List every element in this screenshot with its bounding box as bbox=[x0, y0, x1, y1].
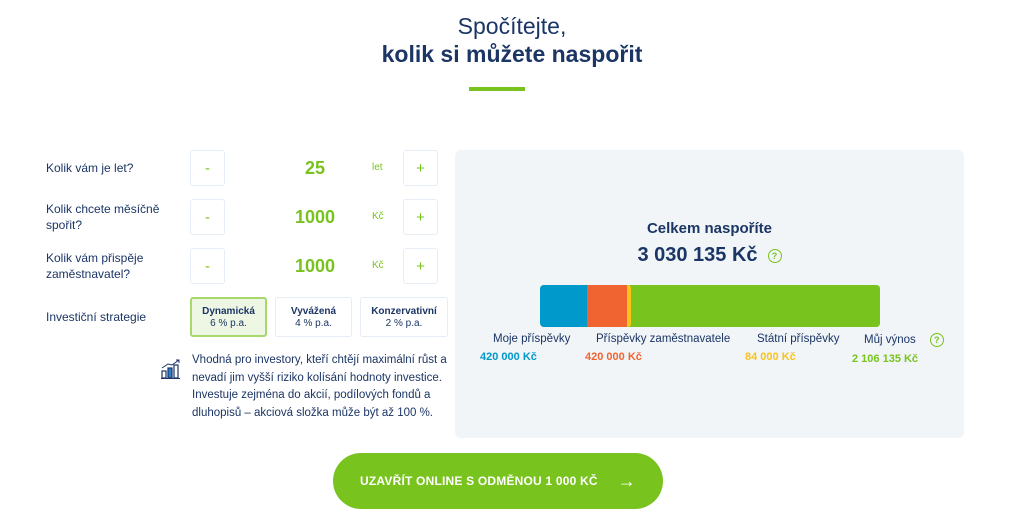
strategy-dynamicka[interactable]: Dynamická 6 % p.a. bbox=[190, 297, 267, 337]
yield-help-icon[interactable]: ? bbox=[929, 333, 944, 347]
strategy-konzervativni[interactable]: Konzervativní 2 % p.a. bbox=[360, 297, 448, 337]
age-value[interactable]: 25 bbox=[304, 158, 326, 178]
savings-bar bbox=[540, 285, 880, 327]
age-plus-button[interactable]: + bbox=[403, 150, 438, 186]
monthly-unit: Kč bbox=[372, 211, 384, 222]
age-row: Kolik vám je let? bbox=[46, 150, 190, 186]
bar-segment-state bbox=[627, 285, 631, 327]
age-label: Kolik vám je let? bbox=[46, 161, 134, 175]
monthly-row: Kolik chcete měsíčně spořit? bbox=[46, 199, 190, 235]
legend-state: Státní příspěvky 84 000 Kč bbox=[745, 333, 840, 363]
monthly-label: Kolik chcete měsíčně spořit? bbox=[46, 202, 160, 232]
legend-my-contributions: Moje příspěvky 420 000 Kč bbox=[480, 333, 571, 363]
bar-segment-yield bbox=[631, 285, 880, 327]
result-panel: Celkem naspoříte 3 030 135 Kč ? Moje pří… bbox=[455, 150, 964, 438]
monthly-plus-button[interactable]: + bbox=[403, 199, 438, 235]
strategy-row: Investiční strategie bbox=[46, 297, 190, 337]
employer-stepper: - 1000 Kč + bbox=[190, 248, 439, 284]
monthly-value[interactable]: 1000 bbox=[294, 207, 336, 227]
legend-yield: Můj výnos ? 2 106 135 Kč bbox=[852, 333, 944, 365]
strategy-description-text: Vhodná pro investory, kteří chtějí maxim… bbox=[192, 354, 447, 419]
chart-growth-icon bbox=[160, 358, 182, 380]
arrow-right-icon: → bbox=[617, 470, 636, 491]
close-online-button[interactable]: UZAVŘÍT ONLINE S ODMĚNOU 1 000 KČ → bbox=[333, 453, 663, 509]
employer-label: Kolik vám přispěje zaměstnavatel? bbox=[46, 251, 144, 281]
strategy-description: Vhodná pro investory, kteří chtějí maxim… bbox=[160, 352, 454, 422]
employer-unit: Kč bbox=[372, 260, 384, 271]
legend-employer: Příspěvky zaměstnavatele 420 000 Kč bbox=[585, 333, 731, 363]
age-minus-button[interactable]: - bbox=[190, 150, 225, 186]
employer-plus-button[interactable]: + bbox=[403, 248, 438, 284]
age-stepper: - 25 let + bbox=[190, 150, 439, 186]
result-total: 3 030 135 Kč ? bbox=[455, 244, 964, 267]
bar-segment-employer bbox=[587, 285, 629, 327]
page-title: Spočítejte, kolik si můžete naspořit bbox=[381, 13, 643, 67]
strategy-vyvazena[interactable]: Vyvážená 4 % p.a. bbox=[275, 297, 352, 337]
result-title: Celkem naspoříte bbox=[646, 220, 773, 237]
employer-row: Kolik vám přispěje zaměstnavatel? bbox=[46, 248, 190, 284]
monthly-stepper: - 1000 Kč + bbox=[190, 199, 439, 235]
strategy-label: Investiční strategie bbox=[46, 310, 147, 324]
strategy-options: Dynamická 6 % p.a. Vyvážená 4 % p.a. Kon… bbox=[190, 297, 448, 337]
help-icon[interactable]: ? bbox=[767, 248, 782, 263]
employer-minus-button[interactable]: - bbox=[190, 248, 225, 284]
result-total-value: 3 030 135 Kč bbox=[637, 244, 758, 266]
bar-segment-my-contributions bbox=[540, 285, 587, 327]
monthly-minus-button[interactable]: - bbox=[190, 199, 225, 235]
title-underline bbox=[469, 87, 525, 91]
age-unit: let bbox=[372, 162, 383, 173]
employer-value[interactable]: 1000 bbox=[294, 256, 336, 276]
